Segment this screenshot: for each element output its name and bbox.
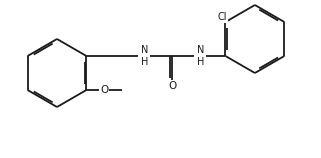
Text: O: O — [100, 85, 108, 95]
Text: N
H: N H — [197, 45, 204, 67]
Text: Cl: Cl — [218, 12, 227, 22]
Text: O: O — [168, 81, 177, 91]
Text: N
H: N H — [141, 45, 148, 67]
